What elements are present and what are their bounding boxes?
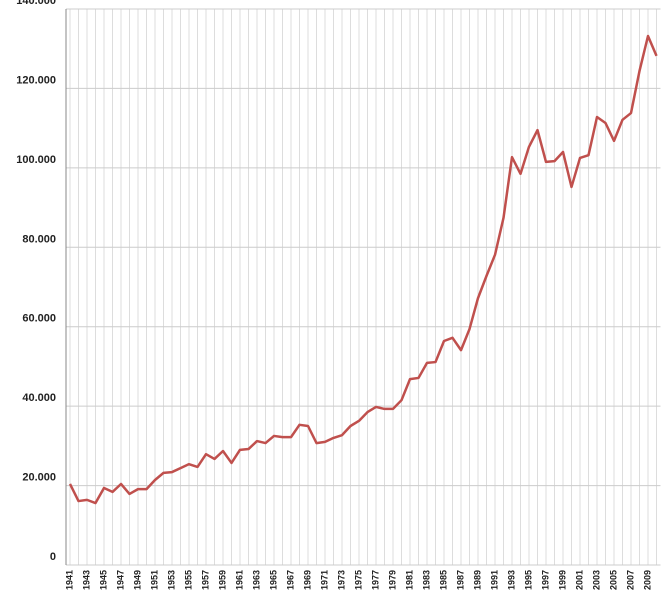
x-tick-label: 1979 <box>387 570 397 590</box>
x-tick-label: 1955 <box>183 570 193 590</box>
x-tick-label: 1969 <box>302 570 312 590</box>
y-tick-label: 60.000 <box>22 313 56 325</box>
y-tick-label: 140.000 <box>16 0 56 7</box>
x-tick-label: 1981 <box>404 570 414 590</box>
x-tick-label: 1959 <box>217 570 227 590</box>
x-tick-label: 1971 <box>319 570 329 590</box>
x-tick-label: 1941 <box>64 570 74 590</box>
y-tick-label: 120.000 <box>16 74 56 86</box>
x-tick-label: 1967 <box>285 570 295 590</box>
x-tick-label: 2005 <box>608 570 618 590</box>
x-tick-label: 1951 <box>149 570 159 590</box>
x-tick-label: 1953 <box>166 570 176 590</box>
x-tick-label: 1961 <box>234 570 244 590</box>
y-tick-label: 20.000 <box>22 472 56 484</box>
x-tick-label: 1975 <box>353 570 363 590</box>
x-tick-label: 1995 <box>523 570 533 590</box>
x-tick-label: 2007 <box>625 570 635 590</box>
x-tick-label: 1989 <box>472 570 482 590</box>
x-tick-label: 1985 <box>438 570 448 590</box>
x-tick-label: 1973 <box>336 570 346 590</box>
x-tick-label: 1949 <box>132 570 142 590</box>
x-tick-label: 2001 <box>574 570 584 590</box>
x-tick-label: 1947 <box>115 570 125 590</box>
x-tick-label: 1945 <box>98 570 108 590</box>
x-tick-label: 1997 <box>540 570 550 590</box>
y-tick-label: 100.000 <box>16 154 56 166</box>
x-tick-label: 2003 <box>591 570 601 590</box>
x-tick-label: 1957 <box>200 570 210 590</box>
x-tick-label: 1993 <box>506 570 516 590</box>
x-tick-label: 1987 <box>455 570 465 590</box>
y-tick-label: 0 <box>50 551 56 563</box>
x-tick-label: 1943 <box>81 570 91 590</box>
x-tick-label: 2009 <box>642 570 652 590</box>
x-tick-label: 1965 <box>268 570 278 590</box>
x-tick-label: 1963 <box>251 570 261 590</box>
y-tick-label: 40.000 <box>22 392 56 404</box>
y-tick-label: 80.000 <box>22 233 56 245</box>
x-tick-label: 1983 <box>421 570 431 590</box>
x-tick-label: 1991 <box>489 570 499 590</box>
x-tick-label: 1977 <box>370 570 380 590</box>
x-tick-label: 1999 <box>557 570 567 590</box>
data-line <box>68 34 658 505</box>
